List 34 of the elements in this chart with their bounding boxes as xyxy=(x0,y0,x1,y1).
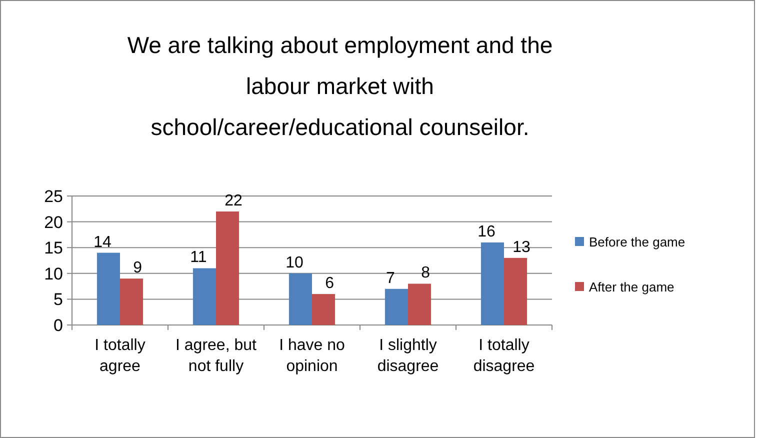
legend-label: After the game xyxy=(589,280,674,295)
legend-label: Before the game xyxy=(589,234,686,250)
x-tick-label: I totally disagree xyxy=(473,337,535,375)
data-label: 22 xyxy=(224,192,243,210)
chart-title: We are talking about employment and the labour market with school/career/educational counseilor. xyxy=(127,32,553,140)
y-tick-label: 10 xyxy=(44,264,63,284)
data-label: 6 xyxy=(325,275,334,292)
bar xyxy=(216,211,240,325)
y-tick-label: 25 xyxy=(44,186,63,206)
bar xyxy=(96,252,120,325)
data-label: 14 xyxy=(94,234,112,251)
bar xyxy=(480,242,504,325)
bar xyxy=(192,268,216,325)
x-tick-label: I agree, but not fully xyxy=(176,337,258,375)
y-tick-label: 15 xyxy=(44,238,63,258)
y-tick-label: 20 xyxy=(44,212,63,232)
bar xyxy=(504,258,528,325)
bar xyxy=(288,273,312,325)
data-label: 9 xyxy=(133,260,142,277)
data-label: 16 xyxy=(478,223,496,240)
bar xyxy=(408,284,432,325)
data-label: 13 xyxy=(512,238,531,256)
bar xyxy=(384,288,408,325)
x-tick-label: I have no opinion xyxy=(279,337,346,375)
bar xyxy=(120,278,144,325)
data-label: 10 xyxy=(286,254,304,272)
x-tick-label: I totally agree xyxy=(94,337,146,375)
data-label: 7 xyxy=(386,270,396,287)
x-tick-label: I slightly disagree xyxy=(377,337,439,375)
bar xyxy=(312,294,336,325)
y-tick-label: 0 xyxy=(54,316,63,335)
data-label: 11 xyxy=(190,249,207,266)
y-tick-label: 5 xyxy=(54,290,63,310)
data-label: 8 xyxy=(421,264,430,282)
